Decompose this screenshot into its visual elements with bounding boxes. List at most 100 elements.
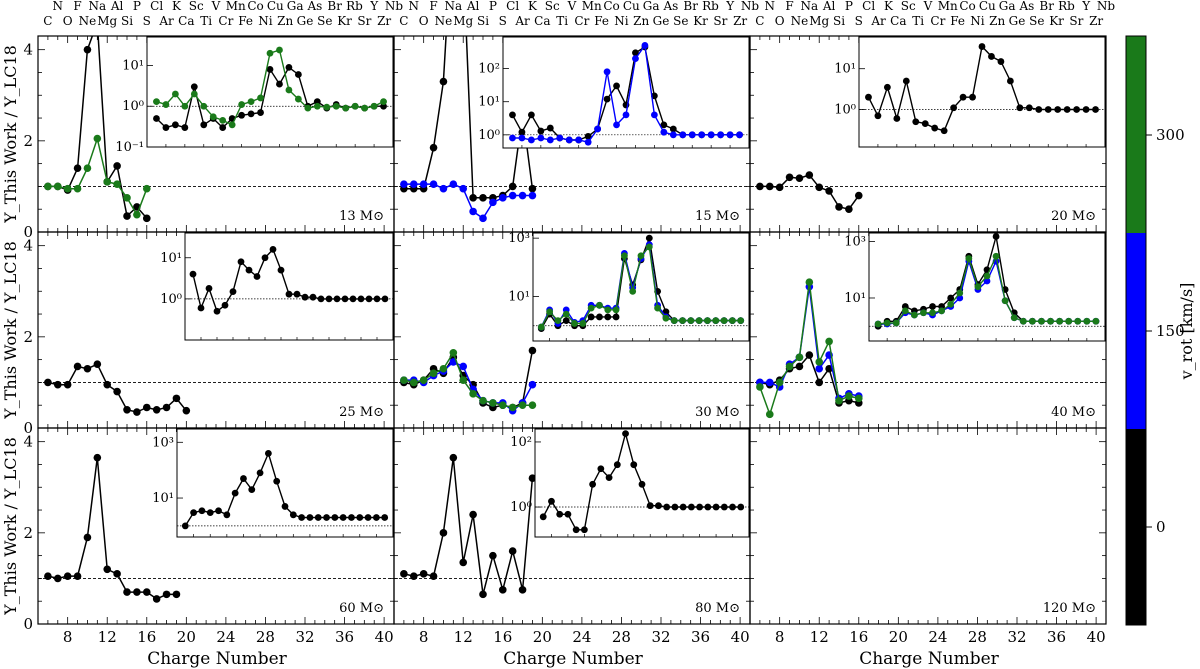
inset-data-point	[190, 90, 198, 98]
element-label-top: V	[923, 0, 933, 13]
element-label-top: K	[528, 0, 538, 13]
inset-data-point	[1092, 106, 1099, 113]
x-tick-label: 8	[419, 628, 429, 646]
data-point	[439, 184, 448, 193]
inset-data-point	[597, 465, 605, 473]
inset-data-point	[237, 258, 245, 266]
data-point	[133, 588, 141, 596]
inset-data-point	[1019, 317, 1027, 325]
element-label-top: Mn	[226, 0, 246, 13]
element-label-top: P	[489, 0, 497, 13]
element-label-top: Cl	[506, 0, 519, 13]
element-label-bottom: Ge	[297, 14, 314, 28]
x-tick-label: 16	[493, 628, 512, 646]
data-point	[113, 180, 121, 188]
inset-data-point	[381, 514, 389, 521]
inset-data-point	[736, 131, 743, 139]
inset-data-point	[273, 477, 281, 485]
data-point	[756, 383, 764, 391]
inset-data-point	[603, 95, 611, 103]
inset-data-point	[992, 233, 1000, 240]
data-point	[152, 405, 161, 414]
data-point	[508, 182, 517, 191]
element-label-bottom: Ar	[514, 14, 530, 28]
x-axis-label-col-3: Charge Number	[859, 649, 999, 669]
inset-data-point	[221, 301, 229, 309]
element-label-top: As	[306, 0, 322, 13]
data-point	[63, 380, 72, 389]
inset-data-point	[197, 304, 205, 312]
inset-data-point	[351, 102, 359, 110]
element-label-bottom: Zr	[1089, 14, 1103, 28]
inset-data-point	[294, 71, 302, 78]
inset-data-point	[293, 290, 301, 298]
inset-y-tick-label: 10⁰	[834, 102, 856, 117]
inset-data-point	[281, 503, 289, 510]
inset-data-point	[959, 93, 967, 101]
inset-data-point	[704, 503, 712, 511]
inset-data-point	[612, 306, 620, 314]
inset-data-point	[965, 255, 973, 262]
inset-data-point	[726, 131, 734, 139]
inset-data-point	[323, 103, 331, 111]
data-point	[73, 164, 82, 172]
inset-data-point	[687, 503, 695, 511]
colorbar-band-0	[1126, 429, 1146, 625]
inset-data-point	[929, 309, 936, 317]
data-point	[123, 588, 131, 596]
inset-data-point	[983, 277, 991, 285]
inset-data-point	[198, 507, 206, 515]
element-label-bottom: Ne	[79, 14, 97, 28]
inset-data-point	[162, 101, 170, 108]
data-point	[439, 529, 448, 537]
inset-plot: 10⁻¹ 10⁰ 10¹	[115, 36, 394, 155]
x-tick-label: 16	[137, 628, 156, 646]
inset-data-point	[269, 245, 277, 253]
inset-data-point	[373, 295, 381, 303]
inset-data-point	[323, 514, 330, 521]
data-point	[469, 510, 477, 519]
data-point	[103, 178, 112, 186]
inset-data-point	[565, 136, 573, 144]
element-label-top: Co	[603, 0, 619, 13]
data-point	[449, 348, 458, 357]
element-label-top: Rb	[702, 0, 719, 13]
inset-data-point	[341, 295, 349, 303]
inset-data-point	[200, 121, 208, 129]
data-point	[83, 45, 92, 54]
inset-data-point	[546, 124, 554, 132]
data-point	[63, 184, 72, 193]
element-label-top: N	[53, 0, 64, 13]
inset-plot: 10⁰ 10¹	[834, 36, 1106, 148]
element-label-bottom: Ne	[435, 14, 453, 28]
inset-data-point	[189, 270, 197, 278]
inset-data-point	[331, 514, 339, 521]
inset-data-point	[162, 124, 170, 131]
inset-y-tick-label: 10¹	[834, 62, 856, 77]
inset-data-point	[978, 43, 986, 50]
inset-plot: 10⁰ 10¹ 10²	[478, 36, 750, 149]
inset-data-point	[931, 124, 939, 132]
inset-data-point	[712, 503, 720, 511]
data-point	[459, 376, 468, 384]
data-point	[489, 551, 497, 560]
inset-data-point	[518, 134, 526, 142]
element-label-top: Y	[369, 0, 379, 13]
inset-data-point	[171, 121, 179, 129]
inset-data-point	[1054, 106, 1062, 113]
data-point	[469, 207, 477, 216]
x-tick-label: 20	[533, 628, 552, 646]
inset-y-tick-label: 10⁰	[160, 292, 182, 307]
element-label-bottom: Si	[121, 14, 133, 28]
x-tick-label: 24	[572, 628, 591, 646]
element-label-bottom: Ni	[258, 14, 273, 28]
inset-data-point	[632, 49, 639, 57]
inset-data-point	[546, 136, 554, 144]
inset-data-point	[264, 449, 272, 457]
inset-data-point	[579, 320, 587, 327]
data-point	[785, 362, 794, 371]
inset-data-point	[645, 243, 653, 251]
data-point	[123, 194, 131, 202]
element-label-bottom: Sr	[357, 14, 371, 28]
